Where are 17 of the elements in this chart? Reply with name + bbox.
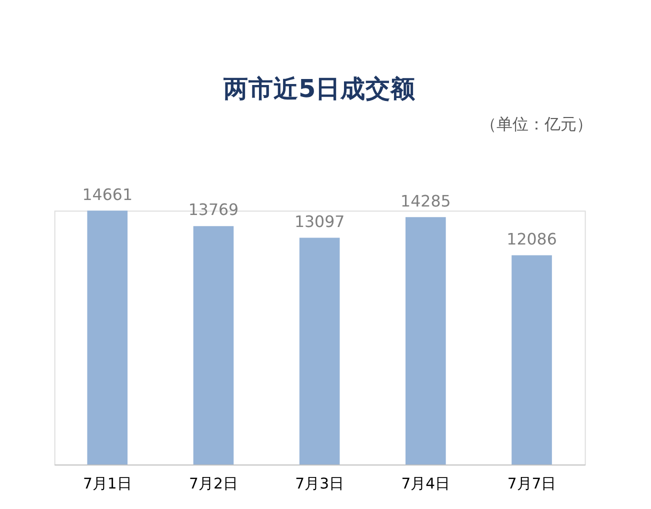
data-label: 12086 (506, 229, 557, 248)
bar (87, 210, 128, 465)
x-tick-label: 7月2日 (189, 476, 238, 493)
chart-title: 两市近5日成交额 (222, 74, 417, 104)
x-tick-label: 7月7日 (507, 476, 556, 493)
data-label: 13097 (294, 212, 345, 231)
data-label: 14285 (400, 191, 451, 210)
text: （单位：亿元） (480, 114, 593, 134)
bar (512, 255, 552, 465)
bar (299, 238, 340, 465)
bar (193, 226, 234, 465)
x-tick-label: 7月1日 (82, 476, 132, 493)
x-tick-label: 7月4日 (401, 476, 450, 493)
data-label: 14661 (82, 184, 133, 204)
bar (406, 217, 446, 465)
x-tick-label: 7月3日 (295, 476, 344, 493)
data-label: 13769 (188, 200, 239, 220)
